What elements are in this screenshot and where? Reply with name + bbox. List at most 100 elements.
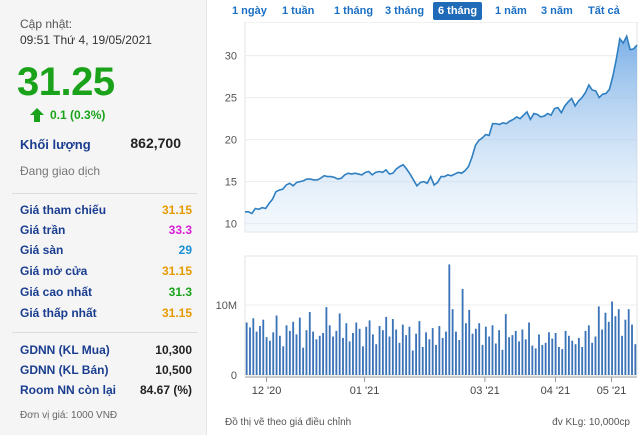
foreign-sell-row: GDNN (KL Bán) 10,500	[20, 361, 192, 379]
volume-bar	[355, 322, 358, 375]
range-6-month-button[interactable]: 6 tháng	[433, 2, 483, 20]
volume-bar	[611, 301, 613, 375]
volume-bar	[448, 264, 451, 375]
volume-bar	[514, 330, 517, 375]
price-unit-note: Đơn vị giá: 1000 VNĐ	[20, 410, 118, 421]
volume-bar	[541, 344, 544, 375]
volume-bar	[245, 322, 248, 375]
volume-bar	[285, 325, 288, 375]
volume-bar	[302, 347, 305, 375]
volume-bar	[332, 336, 334, 375]
volume-bar	[528, 322, 530, 375]
time-range-selector: 1 ngày 1 tuần 1 tháng 3 tháng 6 tháng 1 …	[225, 2, 640, 20]
range-1-day-button[interactable]: 1 ngày	[232, 5, 267, 17]
range-1-year-button[interactable]: 1 năm	[495, 5, 527, 17]
volume-bar	[335, 330, 338, 375]
range-1-week-button[interactable]: 1 tuần	[282, 5, 315, 17]
volume-bar	[288, 330, 291, 375]
volume-bar	[538, 334, 540, 375]
volume-bar	[584, 330, 587, 375]
volume-axis: 0 10M	[216, 300, 237, 382]
volume-bar	[435, 344, 437, 375]
volume-bar	[481, 344, 484, 375]
volume-bar	[558, 347, 560, 375]
stock-chart[interactable]: 10 15 20 25 30 0 10M 12 '20 01 '21 03 '21 04 '21…	[207, 22, 640, 435]
volume-bar	[551, 338, 554, 375]
volume-bar	[362, 346, 364, 375]
date-tick-label: 03 '21	[470, 385, 500, 397]
foreign-value: 10,500	[155, 363, 192, 377]
volume-bar	[571, 340, 574, 375]
volume-bar	[577, 337, 580, 375]
volume-bar	[521, 329, 524, 375]
volume-bar	[272, 332, 275, 375]
volume-label: Khối lượng	[20, 137, 91, 152]
volume-bar	[465, 323, 467, 375]
volume-bar	[378, 326, 381, 375]
price-change-value: 0.1 (0.3%)	[50, 108, 106, 122]
date-tick-label: 04 '21	[541, 385, 571, 397]
volume-bar	[292, 321, 295, 375]
range-3-month-button[interactable]: 3 tháng	[385, 5, 425, 17]
volume-bar	[312, 331, 315, 375]
volume-unit-note: đv KLg: 10,000cp	[552, 417, 630, 428]
volume-bar	[342, 337, 344, 375]
volume-bar	[411, 350, 414, 375]
volume-bar	[401, 324, 404, 375]
volume-gridlines	[244, 255, 638, 376]
volume-bar	[282, 346, 285, 375]
volume-bar	[617, 309, 620, 375]
volume-bar	[249, 327, 251, 375]
volume-bar	[371, 334, 374, 375]
volume-bar	[255, 331, 258, 375]
volume-bar	[365, 326, 368, 375]
volume-bar	[322, 333, 324, 375]
volume-bar	[564, 330, 567, 375]
volume-bar	[601, 329, 604, 375]
foreign-value: 84.67 (%)	[139, 383, 192, 397]
volume-bar	[468, 309, 471, 375]
volume-bar	[518, 341, 520, 375]
volume-bar	[561, 349, 564, 375]
volume-bar	[627, 309, 630, 375]
volume-bar	[494, 343, 497, 375]
arrow-up-icon	[30, 108, 44, 122]
volume-bar	[501, 349, 504, 375]
volume-bar	[295, 334, 298, 375]
volume-bar	[308, 312, 311, 375]
price-row-floor: Giá sàn 29	[20, 241, 192, 259]
range-all-button[interactable]: Tất cả	[588, 5, 620, 17]
volume-bar	[265, 337, 268, 375]
volume-panel-frame	[244, 255, 638, 376]
volume-bar	[445, 331, 447, 375]
volume-bar	[491, 325, 494, 375]
volume-bar	[298, 317, 301, 375]
volume-bar	[438, 326, 441, 375]
range-3-year-button[interactable]: 3 năm	[541, 5, 573, 17]
volume-bar	[368, 320, 371, 375]
date-tick-label: 01 '21	[350, 385, 380, 397]
volume-bar	[458, 340, 461, 375]
volume-bar	[614, 316, 617, 375]
range-1-month-button[interactable]: 1 tháng	[334, 5, 374, 17]
volume-bar	[534, 348, 537, 375]
volume-bar	[488, 336, 491, 375]
volume-bar	[325, 307, 328, 375]
volume-bar	[554, 333, 557, 375]
volume-bar	[408, 326, 411, 375]
volume-bar	[388, 336, 391, 375]
volume-bar	[428, 339, 431, 375]
volume-bar	[275, 315, 278, 375]
volume-bar	[385, 316, 388, 375]
price-line	[245, 34, 638, 215]
price-label: Giá tham chiếu	[20, 203, 107, 217]
volume-bar	[511, 335, 514, 375]
volume-value: 862,700	[130, 135, 181, 151]
volume-bar	[474, 328, 477, 375]
volume-bar	[594, 336, 597, 375]
volume-bar	[431, 328, 434, 375]
volume-bar	[508, 337, 511, 375]
volume-bar	[504, 314, 507, 375]
price-axis: 10 15 20 25 30	[225, 51, 237, 231]
price-row-reference: Giá tham chiếu 31.15	[20, 201, 192, 219]
